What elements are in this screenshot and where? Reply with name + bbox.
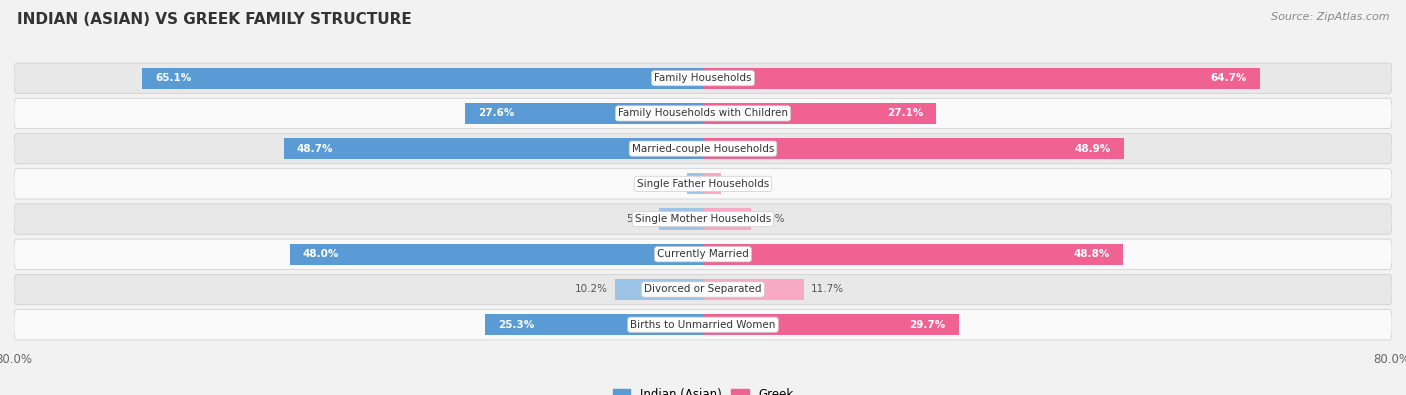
Bar <box>485 314 703 335</box>
Bar <box>465 103 703 124</box>
Bar <box>659 209 703 229</box>
Bar <box>703 209 751 229</box>
Text: 48.8%: 48.8% <box>1074 249 1111 259</box>
Text: 11.7%: 11.7% <box>811 284 844 295</box>
Legend: Indian (Asian), Greek: Indian (Asian), Greek <box>607 384 799 395</box>
Text: 10.2%: 10.2% <box>575 284 609 295</box>
Bar <box>290 244 703 265</box>
FancyBboxPatch shape <box>14 239 1392 269</box>
Text: 29.7%: 29.7% <box>910 320 946 330</box>
FancyBboxPatch shape <box>14 134 1392 164</box>
Bar <box>142 68 703 89</box>
Text: 5.1%: 5.1% <box>626 214 652 224</box>
Bar <box>703 103 936 124</box>
Text: 2.1%: 2.1% <box>728 179 755 189</box>
FancyBboxPatch shape <box>14 310 1392 340</box>
Bar <box>703 244 1123 265</box>
Bar <box>686 173 703 194</box>
Text: 25.3%: 25.3% <box>498 320 534 330</box>
Text: 27.6%: 27.6% <box>478 108 515 118</box>
Text: Currently Married: Currently Married <box>657 249 749 259</box>
Text: Single Father Households: Single Father Households <box>637 179 769 189</box>
Text: 48.7%: 48.7% <box>297 144 333 154</box>
Text: Divorced or Separated: Divorced or Separated <box>644 284 762 295</box>
Bar <box>703 138 1125 159</box>
Text: 65.1%: 65.1% <box>155 73 191 83</box>
Bar <box>616 279 703 300</box>
Bar <box>703 314 959 335</box>
Text: 48.0%: 48.0% <box>302 249 339 259</box>
Text: 64.7%: 64.7% <box>1211 73 1247 83</box>
Text: 5.6%: 5.6% <box>758 214 785 224</box>
Text: Married-couple Households: Married-couple Households <box>631 144 775 154</box>
Text: 1.9%: 1.9% <box>654 179 679 189</box>
Text: Single Mother Households: Single Mother Households <box>636 214 770 224</box>
FancyBboxPatch shape <box>14 169 1392 199</box>
Text: 27.1%: 27.1% <box>887 108 924 118</box>
Text: Births to Unmarried Women: Births to Unmarried Women <box>630 320 776 330</box>
Bar <box>703 279 804 300</box>
Text: Family Households with Children: Family Households with Children <box>619 108 787 118</box>
FancyBboxPatch shape <box>14 63 1392 93</box>
Bar <box>703 68 1260 89</box>
FancyBboxPatch shape <box>14 275 1392 305</box>
Bar <box>284 138 703 159</box>
Bar <box>703 173 721 194</box>
Text: Source: ZipAtlas.com: Source: ZipAtlas.com <box>1271 12 1389 22</box>
Text: INDIAN (ASIAN) VS GREEK FAMILY STRUCTURE: INDIAN (ASIAN) VS GREEK FAMILY STRUCTURE <box>17 12 412 27</box>
FancyBboxPatch shape <box>14 98 1392 128</box>
FancyBboxPatch shape <box>14 204 1392 234</box>
Text: 48.9%: 48.9% <box>1076 144 1111 154</box>
Text: Family Households: Family Households <box>654 73 752 83</box>
